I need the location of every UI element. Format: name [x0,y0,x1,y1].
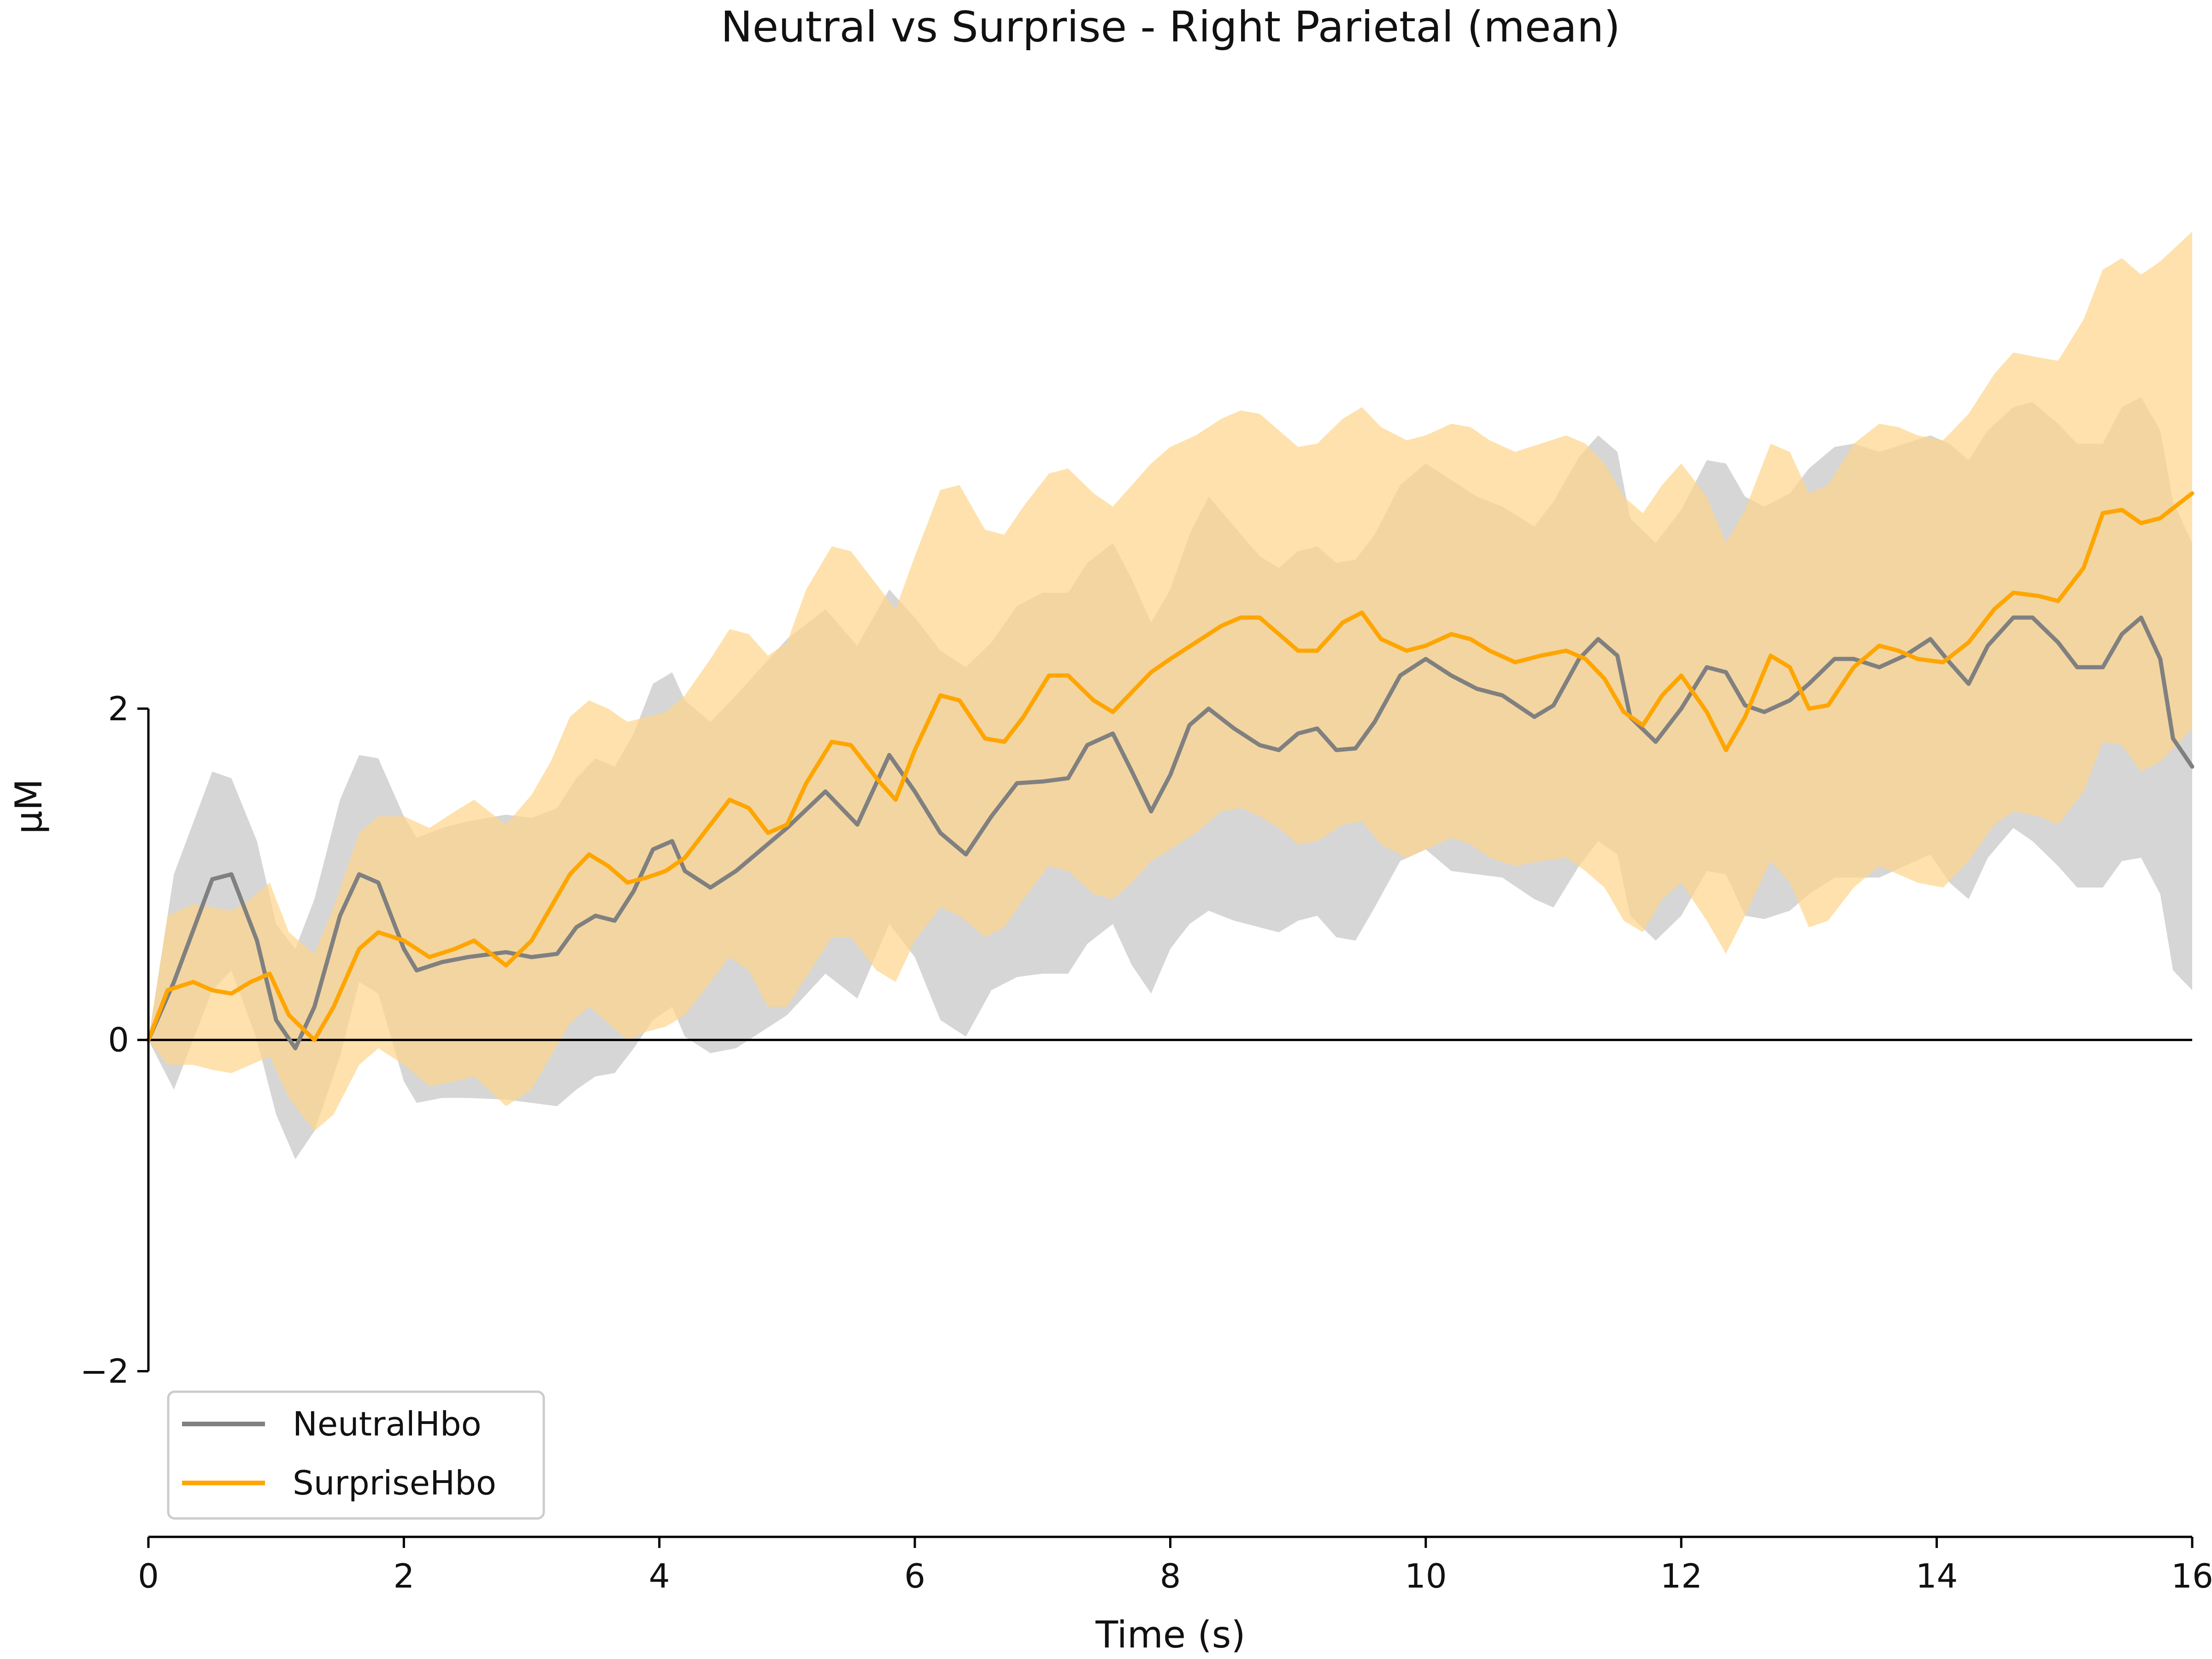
y-tick-label: −2 [80,1352,129,1391]
x-tick-label: 14 [1916,1557,1958,1595]
x-tick-label: 10 [1405,1557,1447,1595]
x-ticks: 0 2 4 6 8 10 12 14 16 [138,1537,2212,1595]
y-tick-label: 2 [108,689,129,728]
x-tick-label: 12 [1660,1557,1702,1595]
legend: NeutralHbo SurpriseHbo [167,1390,545,1520]
x-tick-label: 8 [1160,1557,1181,1595]
x-tick-label: 6 [904,1557,925,1595]
y-axis-label: μM [7,779,50,834]
chart-title: Neutral vs Surprise - Right Parietal (me… [721,2,1620,52]
x-axis-label: Time (s) [1095,1613,1245,1656]
line-surprisehbo [146,491,2194,1042]
confidence-bands [148,231,2192,1159]
line-neutralhbo [146,615,2194,1051]
x-tick-label: 2 [393,1557,414,1595]
y-ticks: −2 0 2 [80,689,148,1391]
x-tick-label: 4 [649,1557,670,1595]
legend-label-neutralhbo: NeutralHbo [293,1405,482,1443]
x-axis: 0 2 4 6 8 10 12 14 16 [138,1535,2212,1595]
y-tick-label: 0 [108,1021,129,1059]
legend-label-surprisehbo: SurpriseHbo [293,1464,496,1502]
x-tick-label: 16 [2171,1557,2212,1595]
series-lines [146,491,2194,1051]
y-axis: −2 0 2 [80,689,150,1391]
band-surprisehbo [148,231,2192,1131]
x-tick-label: 0 [138,1557,159,1595]
